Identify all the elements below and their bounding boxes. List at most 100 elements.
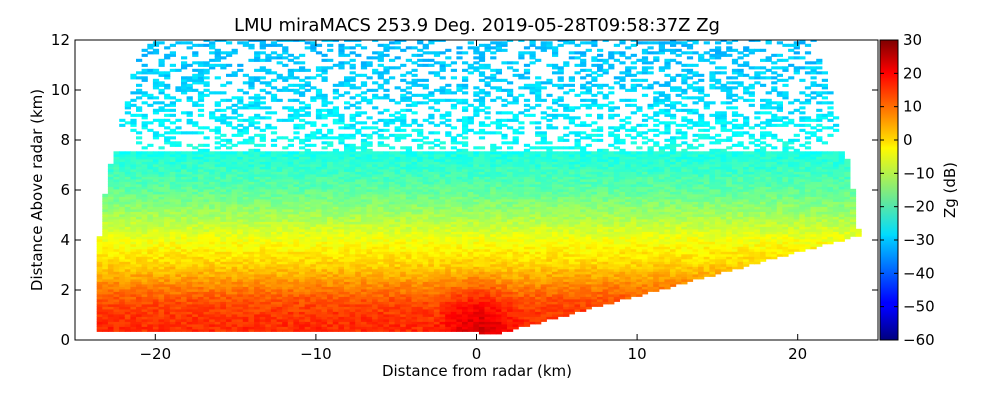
reflectivity-cell <box>327 293 334 297</box>
reflectivity-cell <box>287 183 294 187</box>
reflectivity-cell <box>405 326 412 330</box>
reflectivity-cell <box>152 236 160 240</box>
reflectivity-cell <box>169 193 176 197</box>
reflectivity-cell <box>377 128 384 132</box>
reflectivity-cell <box>242 246 249 250</box>
reflectivity-cell <box>259 156 266 160</box>
reflectivity-cell <box>113 228 120 232</box>
reflectivity-cell <box>349 46 356 50</box>
reflectivity-cell <box>310 306 317 310</box>
reflectivity-cell <box>220 256 227 260</box>
reflectivity-cell <box>226 298 233 302</box>
reflectivity-cell <box>119 218 126 222</box>
reflectivity-cell <box>321 181 328 185</box>
reflectivity-cell <box>254 301 261 305</box>
reflectivity-cell <box>124 111 131 115</box>
reflectivity-cell <box>338 173 345 177</box>
reflectivity-cell <box>417 131 424 135</box>
reflectivity-cell <box>130 251 137 255</box>
reflectivity-cell <box>411 323 418 327</box>
reflectivity-cell <box>327 173 334 177</box>
reflectivity-cell <box>332 196 339 200</box>
reflectivity-cell <box>349 193 356 197</box>
reflectivity-cell <box>136 153 143 157</box>
reflectivity-cell <box>248 43 255 47</box>
reflectivity-cell <box>377 218 384 222</box>
reflectivity-cell <box>360 283 368 287</box>
reflectivity-cell <box>310 166 317 170</box>
reflectivity-cell <box>231 253 238 257</box>
reflectivity-cell <box>181 328 188 332</box>
reflectivity-cell <box>355 221 362 225</box>
reflectivity-cell <box>394 266 401 270</box>
reflectivity-cell <box>231 126 238 130</box>
reflectivity-cell <box>400 196 407 200</box>
reflectivity-cell <box>158 288 165 292</box>
reflectivity-cell <box>327 153 334 157</box>
reflectivity-cell <box>344 203 351 207</box>
reflectivity-cell <box>310 226 317 230</box>
reflectivity-cell <box>304 308 311 312</box>
reflectivity-cell <box>220 193 227 197</box>
reflectivity-cell <box>130 281 137 285</box>
reflectivity-cell <box>293 178 300 182</box>
reflectivity-cell <box>152 296 160 300</box>
reflectivity-cell <box>304 253 311 257</box>
reflectivity-cell <box>377 198 384 202</box>
reflectivity-cell <box>332 251 339 255</box>
reflectivity-cell <box>338 166 345 170</box>
reflectivity-cell <box>299 138 306 142</box>
reflectivity-cell <box>203 316 210 320</box>
reflectivity-cell <box>265 81 272 85</box>
reflectivity-cell <box>141 276 148 280</box>
reflectivity-cell <box>321 133 328 137</box>
reflectivity-cell <box>304 306 311 310</box>
reflectivity-cell <box>231 268 238 272</box>
reflectivity-cell <box>192 43 199 47</box>
reflectivity-cell <box>259 143 266 147</box>
reflectivity-cell <box>203 238 210 242</box>
reflectivity-cell <box>287 191 294 195</box>
reflectivity-cell <box>338 261 345 265</box>
reflectivity-cell <box>147 283 154 287</box>
reflectivity-cell <box>197 63 205 67</box>
reflectivity-cell <box>192 196 199 200</box>
reflectivity-cell <box>310 181 317 185</box>
reflectivity-cell <box>321 281 328 285</box>
reflectivity-cell <box>282 163 289 167</box>
reflectivity-cell <box>220 176 227 180</box>
reflectivity-cell <box>209 276 216 280</box>
reflectivity-cell <box>130 121 137 125</box>
reflectivity-cell <box>411 296 418 300</box>
reflectivity-cell <box>411 306 418 310</box>
reflectivity-cell <box>355 231 362 235</box>
reflectivity-cell <box>349 238 356 242</box>
reflectivity-cell <box>422 248 429 252</box>
reflectivity-cell <box>321 263 328 267</box>
reflectivity-cell <box>287 206 294 210</box>
reflectivity-cell <box>338 251 345 255</box>
reflectivity-cell <box>310 213 317 217</box>
reflectivity-cell <box>254 251 261 255</box>
reflectivity-cell <box>107 296 115 300</box>
reflectivity-cell <box>287 243 294 247</box>
reflectivity-cell <box>248 96 255 100</box>
reflectivity-cell <box>158 323 165 327</box>
reflectivity-cell <box>276 203 283 207</box>
reflectivity-cell <box>237 271 244 275</box>
reflectivity-cell <box>287 163 294 167</box>
reflectivity-cell <box>209 63 216 67</box>
reflectivity-cell <box>124 101 131 105</box>
reflectivity-cell <box>152 318 160 322</box>
reflectivity-cell <box>119 293 126 297</box>
reflectivity-cell <box>192 186 199 190</box>
reflectivity-cell <box>299 106 306 110</box>
reflectivity-cell <box>315 328 323 332</box>
reflectivity-cell <box>96 248 103 252</box>
reflectivity-cell <box>169 211 176 215</box>
reflectivity-cell <box>226 281 233 285</box>
reflectivity-cell <box>321 266 328 270</box>
reflectivity-cell <box>119 171 126 175</box>
reflectivity-cell <box>327 213 334 217</box>
reflectivity-cell <box>136 296 143 300</box>
